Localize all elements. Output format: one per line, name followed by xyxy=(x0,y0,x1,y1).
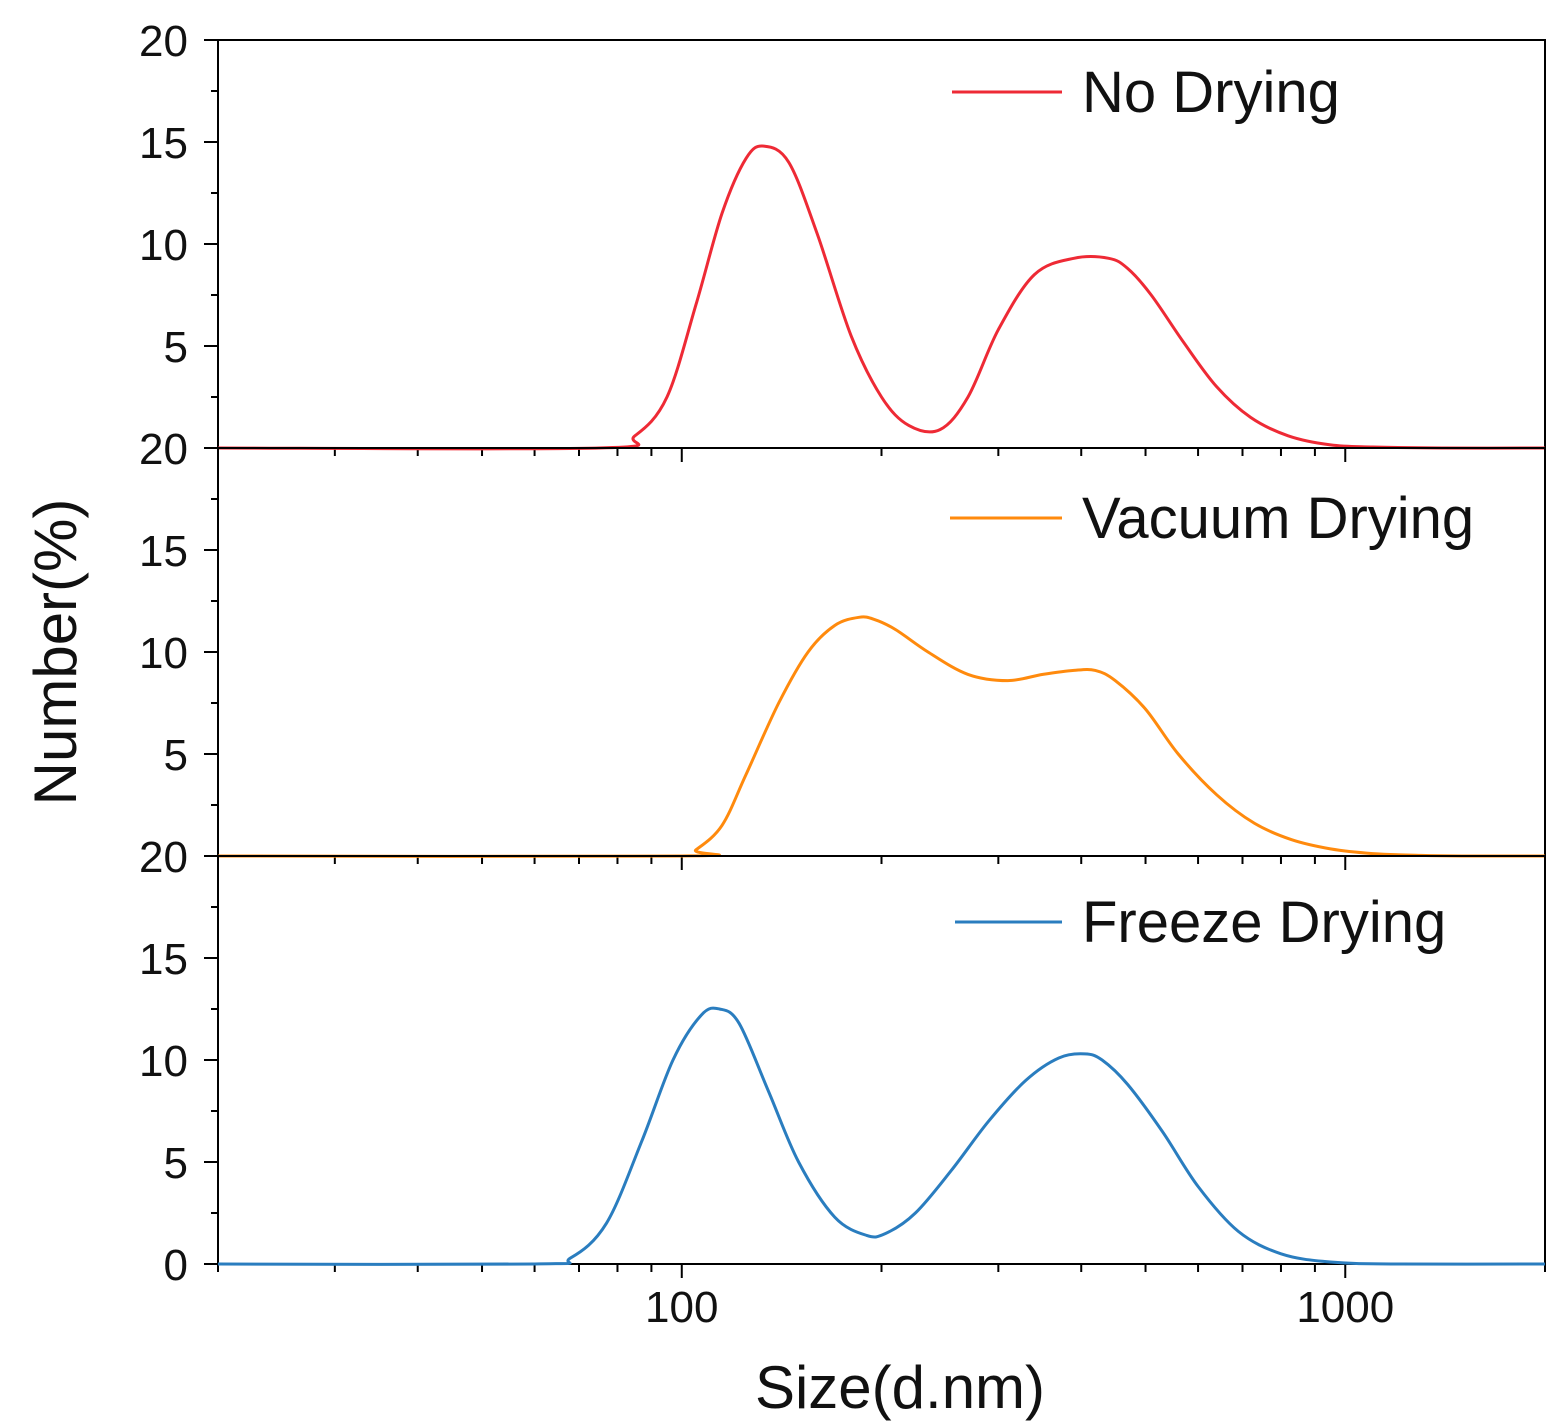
y-tick-label: 15 xyxy=(139,527,188,576)
legend-label: No Drying xyxy=(1082,60,1340,125)
y-axis-title: Number(%) xyxy=(22,499,89,806)
panel-1: 20 5 10 15 20 No Drying xyxy=(139,17,1546,474)
y-tick-label: 10 xyxy=(139,629,188,678)
panel-frame xyxy=(217,39,1546,449)
y-tick-label: 20 xyxy=(139,17,188,66)
y-tick-label: 15 xyxy=(139,119,188,168)
x-tick-label: 100 xyxy=(645,1283,718,1332)
panel-2: 20 5 10 15 Vacuum Drying xyxy=(139,447,1546,882)
y-tick-label: 20 xyxy=(139,833,188,882)
y-tick-label: 20 xyxy=(139,425,188,474)
y-tick-label: 10 xyxy=(139,221,188,270)
series-line-no-drying xyxy=(217,144,1546,451)
y-tick-label: 10 xyxy=(139,1037,188,1086)
x-axis-title: Size(d.nm) xyxy=(755,1354,1045,1421)
y-tick-label: 5 xyxy=(164,731,188,780)
y-tick-label: 5 xyxy=(164,323,188,372)
y-tick-label: 15 xyxy=(139,935,188,984)
y-tick-label: 5 xyxy=(164,1139,188,1188)
x-tick-label: 1000 xyxy=(1296,1283,1394,1332)
series-line-vacuum-drying xyxy=(217,615,1546,858)
legend-label: Vacuum Drying xyxy=(1082,486,1474,551)
panel-3: 0 5 10 15 Freeze Drying xyxy=(139,855,1546,1290)
y-tick-label: 0 xyxy=(164,1241,188,1290)
legend-label: Freeze Drying xyxy=(1082,890,1446,955)
panels-layer: 20 5 10 15 20 No Drying 20 5 10 15 Vacuum Drying 0 5… xyxy=(139,17,1546,1332)
series-line-freeze-drying xyxy=(217,1006,1546,1266)
